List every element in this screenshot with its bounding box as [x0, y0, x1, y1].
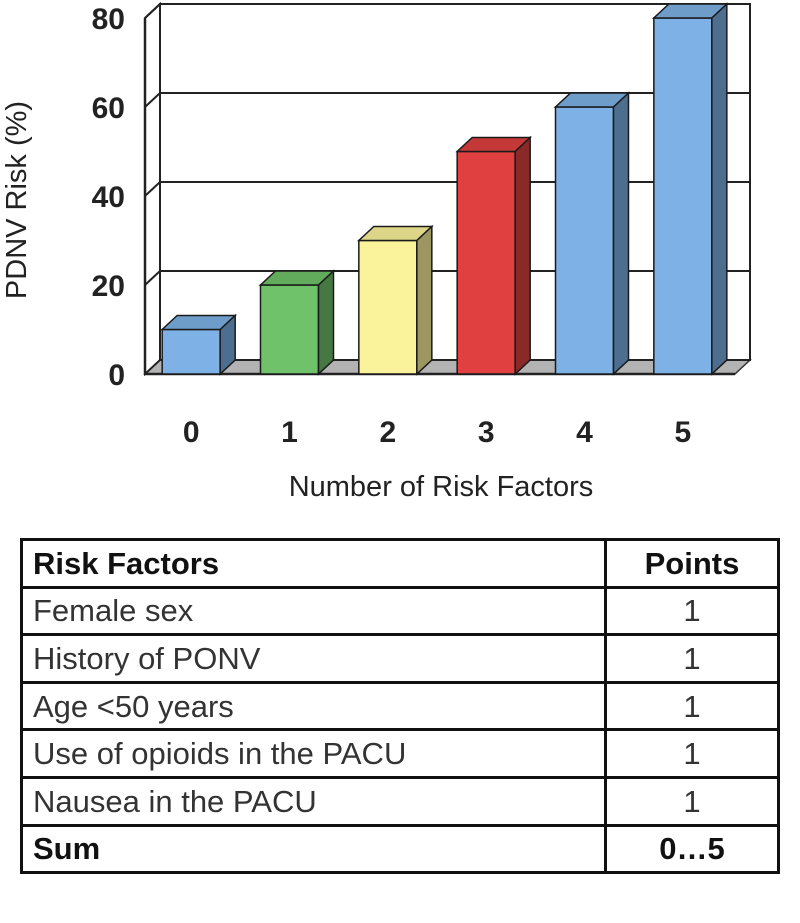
risk-factor-cell: Age <50 years [20, 680, 607, 732]
bar-5 [651, 2, 729, 376]
bar-1 [258, 269, 336, 376]
table-row: Age <50 years 1 [20, 680, 780, 732]
bar-front [554, 106, 615, 375]
table-row: Female sex 1 [20, 585, 780, 637]
bar-side [416, 224, 433, 376]
points-cell: 1 [604, 728, 780, 779]
bar-side [711, 2, 728, 376]
points-cell: 1 [604, 680, 780, 732]
x-tick-label: 4 [576, 416, 593, 449]
points-cell: 1 [604, 633, 780, 684]
bar-front [358, 239, 418, 375]
header-risk-factors: Risk Factors [20, 538, 607, 589]
x-tick-label: 3 [478, 416, 495, 449]
bar-3 [455, 135, 533, 376]
table-row: Use of opioids in the PACU 1 [20, 728, 780, 779]
gridline-side [144, 270, 161, 286]
x-axis-label: Number of Risk Factors [289, 471, 594, 503]
table-row: History of PONV 1 [20, 633, 780, 684]
y-tick-label: 0 [108, 359, 125, 392]
chart-frame [143, 1, 752, 377]
sum-label-cell: Sum [20, 823, 607, 875]
sum-row: Sum 0…5 [20, 823, 780, 875]
gridline-side [144, 3, 161, 19]
bar-front [653, 17, 713, 375]
x-tick-label: 2 [379, 416, 396, 449]
header-points: Points [604, 538, 780, 589]
bar-side [317, 269, 335, 376]
bar-front [259, 284, 320, 375]
y-tick-label: 40 [92, 181, 125, 214]
bar-0 [160, 313, 238, 376]
bar-front [456, 150, 516, 375]
bar-side [514, 135, 531, 376]
bar-chart: 0 20 40 60 80 0 1 2 3 4 5 PDNV Risk (%) Number of … [1, 1, 752, 503]
risk-score-table: Risk Factors Points Female sex 1 History… [20, 538, 780, 875]
bar-2 [356, 224, 434, 376]
y-axis-label: PDNV Risk (%) [1, 101, 33, 299]
points-cell: 1 [604, 585, 780, 637]
bar-front [161, 328, 221, 375]
bar-4 [553, 91, 631, 376]
sum-points-cell: 0…5 [604, 823, 780, 875]
chart-bars [160, 2, 729, 376]
gridline-side [144, 181, 161, 197]
table-header-row: Risk Factors Points [20, 538, 780, 589]
y-tick-label: 80 [92, 3, 125, 36]
x-tick-label: 0 [183, 416, 200, 449]
bar-side [219, 313, 236, 376]
points-cell: 1 [604, 775, 780, 827]
gridline-side [144, 92, 161, 108]
risk-factor-cell: Use of opioids in the PACU [20, 728, 607, 779]
risk-factor-cell: Female sex [20, 585, 607, 637]
x-tick-label: 1 [281, 416, 298, 449]
risk-factor-cell: Nausea in the PACU [20, 775, 607, 827]
y-tick-label: 60 [92, 92, 125, 125]
risk-factor-cell: History of PONV [20, 633, 607, 684]
x-tick-label: 5 [674, 416, 691, 449]
table-row: Nausea in the PACU 1 [20, 775, 780, 827]
bar-side [612, 91, 630, 376]
y-tick-label: 20 [92, 270, 125, 303]
chart-labels: 0 20 40 60 80 0 1 2 3 4 5 [92, 3, 692, 449]
